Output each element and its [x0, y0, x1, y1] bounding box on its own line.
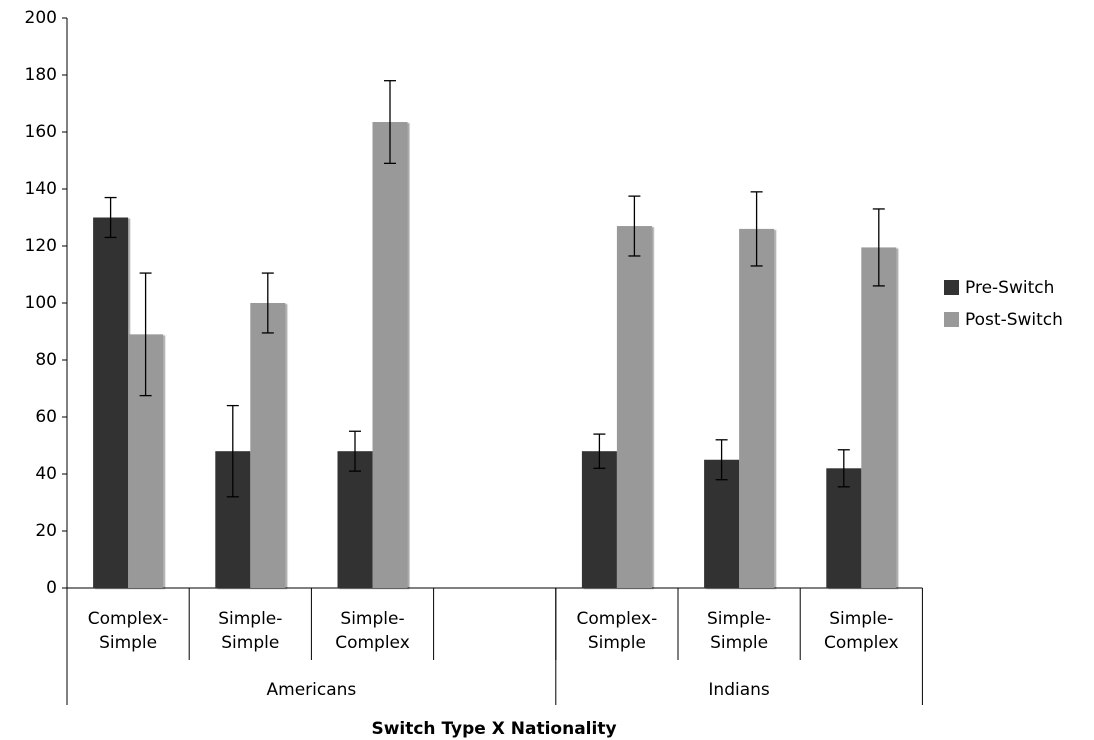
y-tick-label: 20: [35, 521, 57, 541]
legend-swatch: [944, 312, 959, 327]
x-tick-label: Complex-Simple: [87, 609, 169, 653]
bar: [861, 247, 897, 589]
x-axis-title: Switch Type X Nationality: [371, 719, 616, 739]
error-bar: [837, 449, 850, 488]
bar: [616, 226, 652, 589]
bar: [372, 122, 408, 589]
bar: [337, 451, 373, 588]
error-bar: [750, 191, 763, 267]
x-tick-label: Simple-Complex: [335, 609, 410, 653]
legend-swatch: [944, 280, 959, 295]
legend-label: Post-Switch: [965, 310, 1063, 330]
error-bar: [628, 195, 641, 257]
legend-label: Pre-Switch: [965, 278, 1054, 298]
group-label: Americans: [267, 680, 357, 700]
error-bar: [872, 208, 885, 287]
y-tick-label: 180: [25, 65, 57, 85]
y-tick-label: 60: [35, 407, 57, 427]
error-bar: [139, 272, 152, 397]
error-bar: [349, 430, 361, 472]
x-tick-label: Complex-Simple: [576, 609, 658, 653]
error-bar: [261, 272, 274, 334]
y-tick-label: 80: [35, 350, 57, 370]
y-tick-label: 140: [25, 179, 57, 199]
bar: [250, 303, 286, 588]
y-tick-label: 0: [46, 578, 57, 598]
error-bar: [715, 439, 728, 481]
y-tick-label: 160: [25, 122, 57, 142]
x-tick-label: Simple-Complex: [824, 609, 899, 653]
error-bar: [593, 433, 606, 469]
bar: [704, 459, 740, 588]
error-bar: [104, 196, 117, 239]
x-tick-label: Simple-Simple: [218, 609, 283, 653]
bar: [581, 451, 617, 588]
bar: [739, 228, 775, 588]
error-bar: [226, 404, 239, 498]
bar: [93, 217, 129, 588]
y-tick-label: 120: [25, 236, 57, 256]
y-tick-label: 40: [35, 464, 57, 484]
bar: [826, 468, 862, 588]
group-label: Indians: [708, 680, 769, 700]
y-tick-label: 100: [25, 293, 57, 313]
x-tick-label: Simple-Simple: [707, 609, 772, 653]
error-bar: [384, 80, 396, 165]
y-tick-label: 200: [25, 8, 57, 28]
